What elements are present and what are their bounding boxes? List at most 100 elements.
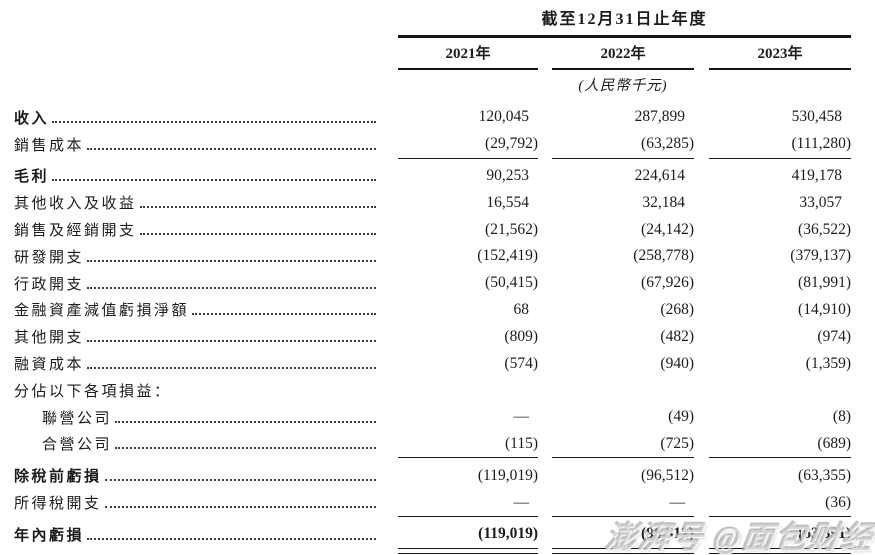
row-label: 收入 [14,110,50,127]
value-2022: (24,142) [641,220,694,238]
row-label-area: 毛利 [14,165,398,186]
value-2021: (119,019) [478,525,538,543]
currency-unit-row: (人民幣千元) [14,70,851,95]
header-spacer [14,41,398,70]
value-2022: 224,614 [634,166,685,184]
value-2023: (14,910) [798,300,851,318]
value-2022: (96,512) [641,466,694,484]
value-2022: (49) [668,408,694,426]
currency-unit-note: (人民幣千元) [578,78,668,94]
row-label: 合營公司 [42,437,113,454]
table-rule [14,515,851,521]
row-label-area: 所得稅開支 [14,492,398,513]
row-label: 年內虧損 [14,527,85,544]
row-label-area: 其他收入及收益 [14,192,398,213]
value-2023: (379,137) [790,247,851,265]
value-2021: 16,554 [486,193,529,211]
table-row: 行政開支 (50,415) (67,926) (81,991) [14,270,851,297]
column-header-row: 2021年 2022年 2023年 [14,41,851,70]
row-label: 除稅前虧損 [14,469,102,486]
row-label: 銷售及經銷開支 [14,223,137,240]
value-2022: (725) [660,434,694,452]
dot-leader [52,120,376,123]
value-2023: 530,458 [791,108,842,126]
row-label-area: 年內虧損 [14,524,398,545]
table-row: 銷售成本 (29,792) (63,285) (111,280) [14,131,851,158]
dot-leader [115,420,376,423]
table-rule [14,157,851,163]
value-2022: 287,899 [634,108,685,126]
value-2021: (115) [505,434,538,452]
row-label-area: 銷售及經銷開支 [14,219,398,240]
table-row: 所得稅開支 — — (36) [14,489,851,516]
row-label: 金融資產減值虧損淨額 [14,303,190,320]
row-label: 聯營公司 [42,410,113,427]
value-2023: (8) [832,408,851,426]
dot-leader [115,447,376,450]
table-row: 其他開支 (809) (482) (974) [14,323,851,350]
value-2023: (81,991) [798,274,851,292]
value-2023: 33,057 [799,193,842,211]
dot-leader [87,259,376,262]
value-2022: (67,926) [641,274,694,292]
row-label-area: 聯營公司 [14,407,398,428]
dot-leader [52,179,376,182]
row-label: 其他開支 [14,330,85,347]
dot-leader [87,367,376,370]
dot-leader [87,286,376,289]
table-row: 融資成本 (574) (940) (1,359) [14,350,851,377]
row-label-area: 研發開支 [14,246,398,267]
value-2021: (29,792) [485,135,538,153]
value-2022: (258,778) [633,247,694,265]
table-row: 研發開支 (152,419) (258,778) (379,137) [14,243,851,270]
dot-leader [104,479,376,482]
row-label-area: 金融資產減值虧損淨額 [14,299,398,320]
table-row: 銷售及經銷開支 (21,562) (24,142) (36,522) [14,216,851,243]
table-body: 收入 120,045 287,899 530,458 銷售成本 (29,792)… [14,104,851,555]
value-2021: (119,019) [477,466,538,484]
header-top-rule [398,35,851,38]
row-label: 行政開支 [14,276,85,293]
dot-leader [87,340,376,343]
value-2023: (111,280) [791,135,851,153]
row-label: 研發開支 [14,249,85,266]
row-label-area: 融資成本 [14,353,398,374]
value-2023: 419,178 [791,166,842,184]
row-label: 毛利 [14,169,50,186]
value-2021: (574) [504,354,538,372]
table-row: 合營公司 (115) (725) (689) [14,431,851,458]
row-label-area: 分佔以下各項損益： [14,380,398,401]
value-2021: 68 [513,300,530,318]
value-2023: (63,355) [798,466,851,484]
value-2021: (152,419) [477,247,538,265]
value-2021: (50,415) [485,274,538,292]
table-row: 毛利 90,253 224,614 419,178 [14,163,851,190]
table-period-title: 截至12月31日止年度 [541,11,708,28]
value-2023: (63,391) [798,525,851,543]
table-row: 聯營公司 — (49) (8) [14,404,851,431]
dot-leader [139,233,376,236]
row-label-area: 其他開支 [14,326,398,347]
column-header-2023: 2023年 [709,41,851,70]
value-2023: (36,522) [798,220,851,238]
value-2022: (940) [660,354,694,372]
dot-leader [87,147,376,150]
value-2021: (809) [504,327,538,345]
table-row: 金融資產減值虧損淨額 68 (268) (14,910) [14,297,851,324]
table-row: 年內虧損 (119,019) (96,512) (63,391) [14,521,851,548]
value-2022: (96,512) [641,525,694,543]
dot-leader [139,206,376,209]
column-header-2022: 2022年 [552,41,694,70]
row-label-area: 除稅前虧損 [14,465,398,486]
value-2022: (63,285) [641,135,694,153]
value-2022: (268) [660,300,694,318]
column-header-2021: 2021年 [398,41,538,70]
value-2022: (482) [660,327,694,345]
row-label: 其他收入及收益 [14,196,137,213]
income-statement-table: 截至12月31日止年度 2021年 2022年 2023年 (人民幣千元) 收入… [14,5,851,555]
value-2023: (974) [817,327,851,345]
row-label-area: 銷售成本 [14,134,398,155]
dot-leader [192,313,376,316]
table-rule [14,547,851,555]
